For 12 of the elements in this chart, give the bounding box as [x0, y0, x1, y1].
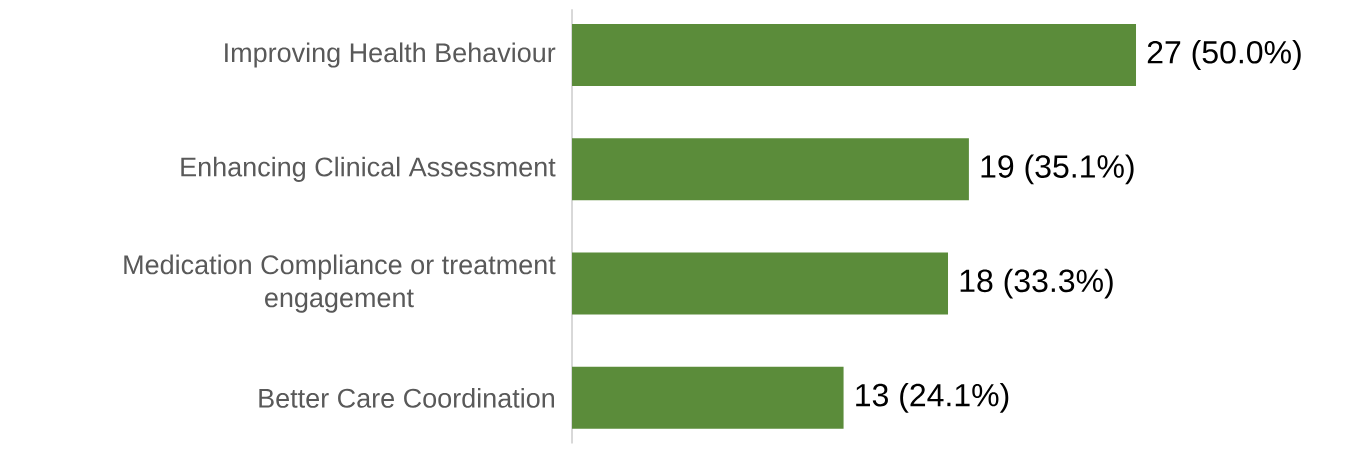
data-label: 19 (35.1%) [981, 154, 1134, 185]
y-tick-label: Better Care Coordination [259, 387, 554, 408]
bar [572, 138, 969, 201]
data-label: 18 (33.3%) [960, 268, 1113, 299]
bar [572, 252, 949, 315]
data-label: 27 (50.0%) [1147, 40, 1301, 70]
y-tick-label: Enhancing Clinical Assessment [181, 156, 556, 182]
data-label: 13 (24.1%) [856, 382, 1009, 413]
y-tick-label: Improving Health Behaviour [225, 42, 556, 68]
bar [572, 24, 1137, 87]
y-tick-label: Medication Compliance or treatment engagement [124, 254, 556, 313]
bar [572, 366, 844, 429]
